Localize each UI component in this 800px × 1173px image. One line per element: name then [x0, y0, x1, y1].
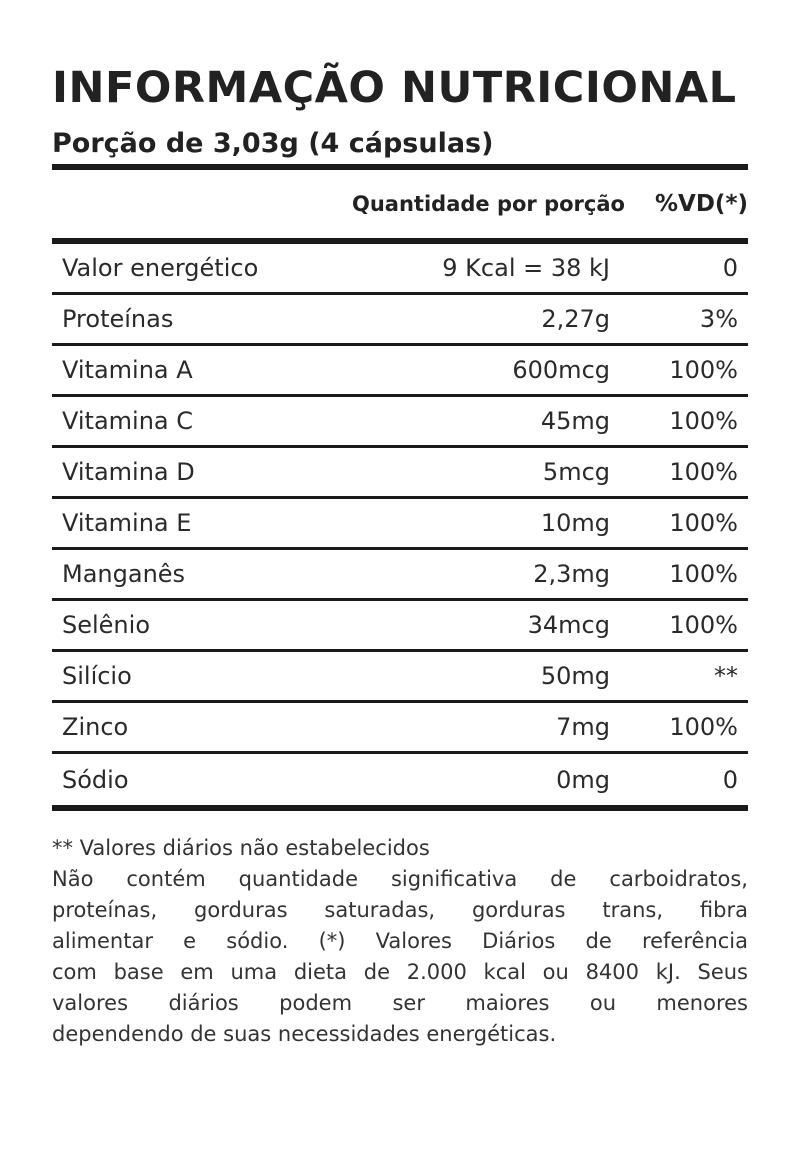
nutrient-daily-value: 100% — [669, 407, 738, 435]
table-row: Vitamina D 5mcg 100% — [52, 448, 748, 499]
footnote-line: proteínas, gorduras saturadas, gorduras … — [52, 898, 748, 922]
table-row: Manganês 2,3mg 100% — [52, 550, 748, 601]
nutrient-quantity: 45mg — [540, 407, 610, 435]
nutrient-quantity: 0mg — [556, 765, 610, 794]
table-row: Zinco 7mg 100% — [52, 703, 748, 754]
panel-title: INFORMAÇÃO NUTRICIONAL — [52, 63, 737, 113]
nutrient-name: Proteínas — [62, 305, 174, 333]
nutrient-daily-value: 100% — [669, 458, 738, 486]
header-divider — [52, 238, 748, 244]
nutrient-daily-value: 100% — [669, 611, 738, 639]
serving-size: Porção de 3,03g (4 cápsulas) — [52, 128, 494, 159]
nutrient-quantity: 9 Kcal = 38 kJ — [442, 254, 610, 282]
nutrient-daily-value: 100% — [669, 713, 738, 741]
nutrient-quantity: 2,27g — [541, 305, 610, 333]
footnote-line: com base em uma dieta de 2.000 kcal ou 8… — [52, 960, 748, 984]
table-row: Vitamina A 600mcg 100% — [52, 346, 748, 397]
nutrition-table: Quantidade por porção %VD(*) Valor energ… — [52, 170, 748, 805]
bottom-divider — [52, 805, 748, 811]
footnote-line: Não contém quantidade significativa de c… — [52, 867, 748, 891]
footnote-line: valores diários podem ser maiores ou men… — [52, 991, 748, 1015]
nutrient-daily-value: 3% — [699, 305, 738, 333]
nutrient-daily-value: 0 — [722, 254, 738, 282]
nutrient-quantity: 7mg — [556, 713, 610, 741]
nutrient-name: Selênio — [62, 611, 150, 639]
nutrient-quantity: 5mcg — [542, 458, 610, 486]
nutrient-daily-value: ** — [714, 662, 738, 690]
table-row: Vitamina C 45mg 100% — [52, 397, 748, 448]
table-row: Selênio 34mcg 100% — [52, 601, 748, 652]
top-divider — [52, 164, 748, 170]
table-row: Silício 50mg ** — [52, 652, 748, 703]
footnote-line: alimentar e sódio. (*) Valores Diários d… — [52, 929, 748, 953]
nutrient-name: Vitamina C — [62, 407, 194, 435]
nutrient-name: Manganês — [62, 560, 186, 588]
nutrient-name: Vitamina A — [62, 356, 193, 384]
table-row: Proteínas 2,27g 3% — [52, 295, 748, 346]
footnote-line: dependendo de suas necessidades energéti… — [52, 1022, 557, 1046]
table-row: Valor energético 9 Kcal = 38 kJ 0 — [52, 244, 748, 295]
table-header-row: Quantidade por porção %VD(*) — [52, 170, 748, 238]
table-row: Sódio 0mg 0 — [52, 754, 748, 805]
footnotes: ** Valores diários não estabelecidos Não… — [52, 833, 748, 1050]
table-row: Vitamina E 10mg 100% — [52, 499, 748, 550]
footnote-line: ** Valores diários não estabelecidos — [52, 836, 430, 860]
nutrient-quantity: 10mg — [540, 509, 610, 537]
nutrient-quantity: 2,3mg — [533, 560, 610, 588]
header-quantity: Quantidade por porção — [352, 192, 625, 216]
nutrient-name: Zinco — [62, 713, 129, 741]
nutrient-name: Sódio — [62, 765, 129, 794]
nutrient-daily-value: 100% — [669, 356, 738, 384]
nutrient-daily-value: 100% — [669, 509, 738, 537]
nutrient-daily-value: 0 — [722, 765, 738, 794]
table-body: Valor energético 9 Kcal = 38 kJ 0 Proteí… — [52, 244, 748, 805]
nutrient-name: Vitamina E — [62, 509, 192, 537]
header-daily-value: %VD(*) — [655, 191, 748, 217]
nutrient-name: Vitamina D — [62, 458, 195, 486]
nutrient-name: Valor energético — [62, 254, 259, 282]
nutrient-daily-value: 100% — [669, 560, 738, 588]
nutrition-facts-panel: INFORMAÇÃO NUTRICIONAL Porção de 3,03g (… — [52, 60, 748, 1050]
nutrient-quantity: 600mcg — [512, 356, 610, 384]
nutrient-quantity: 50mg — [540, 662, 610, 690]
nutrient-name: Silício — [62, 662, 132, 690]
nutrient-quantity: 34mcg — [527, 611, 610, 639]
